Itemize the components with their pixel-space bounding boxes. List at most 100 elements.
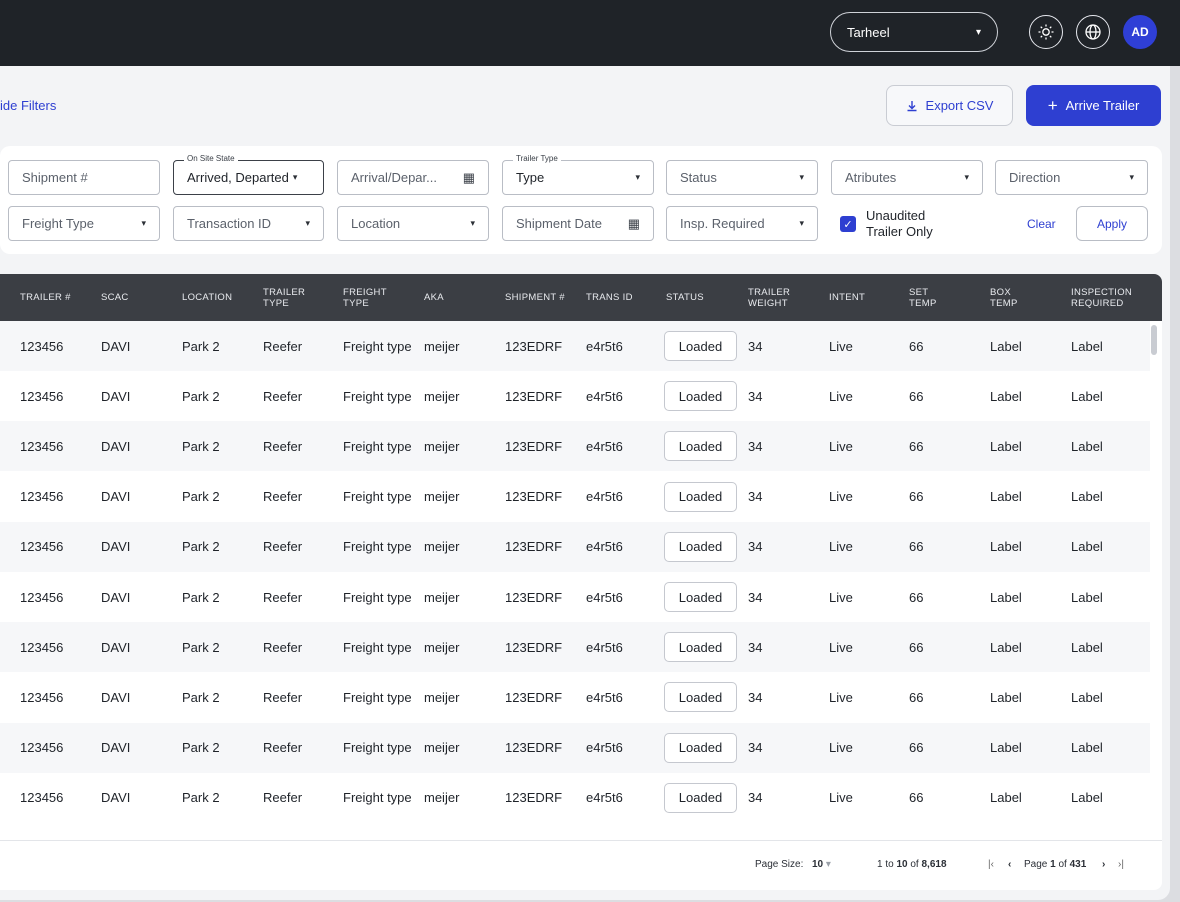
trailers-table: TRAILER # SCAC LOCATION TRAILER TYPE FREIGHT T… xyxy=(0,274,1162,890)
column-header-inspection-required[interactable]: INSPECTION REQUIRED xyxy=(1071,274,1132,321)
cell-box-temp: Label xyxy=(990,790,1022,806)
cell-box-temp: Label xyxy=(990,639,1022,655)
cell-trailer-number: 123456 xyxy=(20,790,64,806)
column-header-trailer-number[interactable]: TRAILER # xyxy=(20,274,71,321)
cell-inspection-required: Label xyxy=(1071,388,1103,404)
column-header-scac[interactable]: SCAC xyxy=(101,274,129,321)
table-row[interactable]: 123456 DAVI Park 2 Reefer Freight type meijer… xyxy=(0,572,1150,622)
cell-trailer-number: 123456 xyxy=(20,388,64,404)
cell-set-temp: 66 xyxy=(909,689,924,705)
column-header-trailer-type[interactable]: TRAILER TYPE xyxy=(263,274,305,321)
column-header-location[interactable]: LOCATION xyxy=(182,274,232,321)
column-header-trans-id[interactable]: TRANS ID xyxy=(586,274,633,321)
cell-location: Park 2 xyxy=(182,790,220,806)
column-header-label: INTENT xyxy=(829,292,866,303)
attributes-select[interactable]: Atributes ▾ xyxy=(831,160,983,195)
cell-box-temp: Label xyxy=(990,740,1022,756)
cell-shipment-number: 123EDRF xyxy=(505,539,563,555)
arrive-trailer-button[interactable]: + Arrive Trailer xyxy=(1026,85,1161,126)
column-header-shipment-number[interactable]: SHIPMENT # xyxy=(505,274,565,321)
column-header-label: LOCATION xyxy=(182,292,233,303)
theme-toggle-button[interactable] xyxy=(1029,15,1063,49)
cell-scac: DAVI xyxy=(101,589,131,605)
table-row[interactable]: 123456 DAVI Park 2 Reefer Freight type meijer… xyxy=(0,622,1150,673)
cell-intent: Live xyxy=(829,489,853,505)
cell-trailer-type: Reefer xyxy=(263,790,303,806)
cell-set-temp: 66 xyxy=(909,489,924,505)
arrival-departure-date-input[interactable]: Arrival/Depar... ▦ xyxy=(337,160,489,195)
cell-scac: DAVI xyxy=(101,489,131,505)
cell-aka: meijer xyxy=(424,489,460,505)
first-page-icon[interactable]: |‹ xyxy=(988,859,994,870)
column-header-label: SET xyxy=(909,286,929,298)
cell-trailer-weight: 34 xyxy=(748,438,763,454)
cell-trans-id: e4r5t6 xyxy=(586,489,623,505)
download-icon xyxy=(907,100,917,111)
direction-select[interactable]: Direction ▾ xyxy=(995,160,1148,195)
tenant-select[interactable]: Tarheel ▾ xyxy=(830,12,998,52)
hide-filters-link[interactable]: ide Filters xyxy=(0,98,57,113)
table-row[interactable]: 123456 DAVI Park 2 Reefer Freight type meijer… xyxy=(0,521,1150,572)
clear-filters-link[interactable]: Clear xyxy=(1027,217,1056,231)
main-content: ide Filters Export CSV + Arrive Trailer … xyxy=(0,66,1170,900)
cell-intent: Live xyxy=(829,589,853,605)
filters-panel: Shipment # On Site State Arrived, Depart… xyxy=(0,146,1162,254)
column-header-intent[interactable]: INTENT xyxy=(829,274,865,321)
cell-inspection-required: Label xyxy=(1071,790,1103,806)
status-select[interactable]: Status ▾ xyxy=(666,160,818,195)
calendar-icon[interactable]: ▦ xyxy=(462,169,475,185)
column-header-aka[interactable]: AKA xyxy=(424,274,444,321)
column-header-set-temp[interactable]: SET TEMP xyxy=(909,274,937,321)
cell-trailer-number: 123456 xyxy=(20,338,64,354)
table-row[interactable]: 123456 DAVI Park 2 Reefer Freight type meijer… xyxy=(0,421,1150,472)
table-row[interactable]: 123456 DAVI Park 2 Reefer Freight type meijer… xyxy=(0,321,1150,371)
table-row[interactable]: 123456 DAVI Park 2 Reefer Freight type meijer… xyxy=(0,472,1150,522)
on-site-state-select[interactable]: On Site State Arrived, Departed ▾ xyxy=(173,154,324,195)
freight-type-select[interactable]: Freight Type ▾ xyxy=(8,206,160,241)
cell-aka: meijer xyxy=(424,589,460,605)
cell-box-temp: Label xyxy=(990,489,1022,505)
cell-scac: DAVI xyxy=(101,539,131,555)
table-row[interactable]: 123456 DAVI Park 2 Reefer Freight type meijer… xyxy=(0,773,1150,823)
vertical-scrollbar[interactable] xyxy=(1151,325,1157,355)
sun-icon xyxy=(1038,24,1054,40)
location-placeholder: Location xyxy=(351,216,401,231)
avatar[interactable]: AD xyxy=(1123,15,1157,49)
cell-set-temp: 66 xyxy=(909,539,924,555)
status-badge: Loaded xyxy=(664,632,737,663)
cell-trailer-weight: 34 xyxy=(748,338,763,354)
column-header-label: TEMP xyxy=(909,297,937,309)
prev-page-icon[interactable]: ‹ xyxy=(1008,859,1012,870)
cell-inspection-required: Label xyxy=(1071,589,1103,605)
column-header-label: SHIPMENT # xyxy=(505,292,565,303)
export-csv-button[interactable]: Export CSV xyxy=(886,85,1013,126)
table-row[interactable]: 123456 DAVI Park 2 Reefer Freight type meijer… xyxy=(0,672,1150,722)
column-header-status[interactable]: STATUS xyxy=(666,274,704,321)
calendar-icon[interactable]: ▦ xyxy=(627,215,640,231)
transaction-id-select[interactable]: Transaction ID ▾ xyxy=(173,206,324,241)
cell-scac: DAVI xyxy=(101,388,131,404)
cell-scac: DAVI xyxy=(101,639,131,655)
unaudited-trailer-checkbox[interactable]: ✓ xyxy=(840,216,856,232)
table-row[interactable]: 123456 DAVI Park 2 Reefer Freight type meijer… xyxy=(0,722,1150,773)
shipment-date-input[interactable]: Shipment Date ▦ xyxy=(502,206,654,241)
on-site-state-value: Arrived, Departed xyxy=(187,170,289,185)
cell-box-temp: Label xyxy=(990,539,1022,555)
column-header-trailer-weight[interactable]: TRAILER WEIGHT xyxy=(748,274,790,321)
page-size-select[interactable]: 10 ▾ xyxy=(812,859,831,870)
cell-intent: Live xyxy=(829,388,853,404)
cell-scac: DAVI xyxy=(101,790,131,806)
location-select[interactable]: Location ▾ xyxy=(337,206,489,241)
next-page-icon[interactable]: › xyxy=(1102,859,1106,870)
cell-intent: Live xyxy=(829,539,853,555)
table-row[interactable]: 123456 DAVI Park 2 Reefer Freight type meijer… xyxy=(0,371,1150,421)
inspection-required-select[interactable]: Insp. Required ▾ xyxy=(666,206,818,241)
trailer-type-select[interactable]: Trailer Type Type ▾ xyxy=(502,154,654,195)
language-button[interactable] xyxy=(1076,15,1110,49)
column-header-box-temp[interactable]: BOX TEMP xyxy=(990,274,1018,321)
apply-filters-button[interactable]: Apply xyxy=(1076,206,1148,241)
last-page-icon[interactable]: ›| xyxy=(1118,859,1124,870)
column-header-freight-type[interactable]: FREIGHT TYPE xyxy=(343,274,387,321)
shipment-number-input[interactable]: Shipment # xyxy=(8,160,160,195)
chevron-down-icon: ▾ xyxy=(975,26,981,38)
